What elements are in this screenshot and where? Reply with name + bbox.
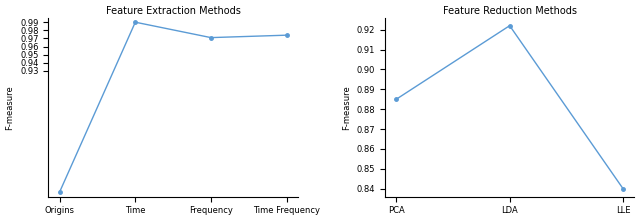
Y-axis label: F-measure: F-measure [342, 85, 351, 130]
Title: Feature Extraction Methods: Feature Extraction Methods [106, 6, 241, 15]
Y-axis label: F-measure: F-measure [6, 85, 15, 130]
Title: Feature Reduction Methods: Feature Reduction Methods [443, 6, 577, 15]
